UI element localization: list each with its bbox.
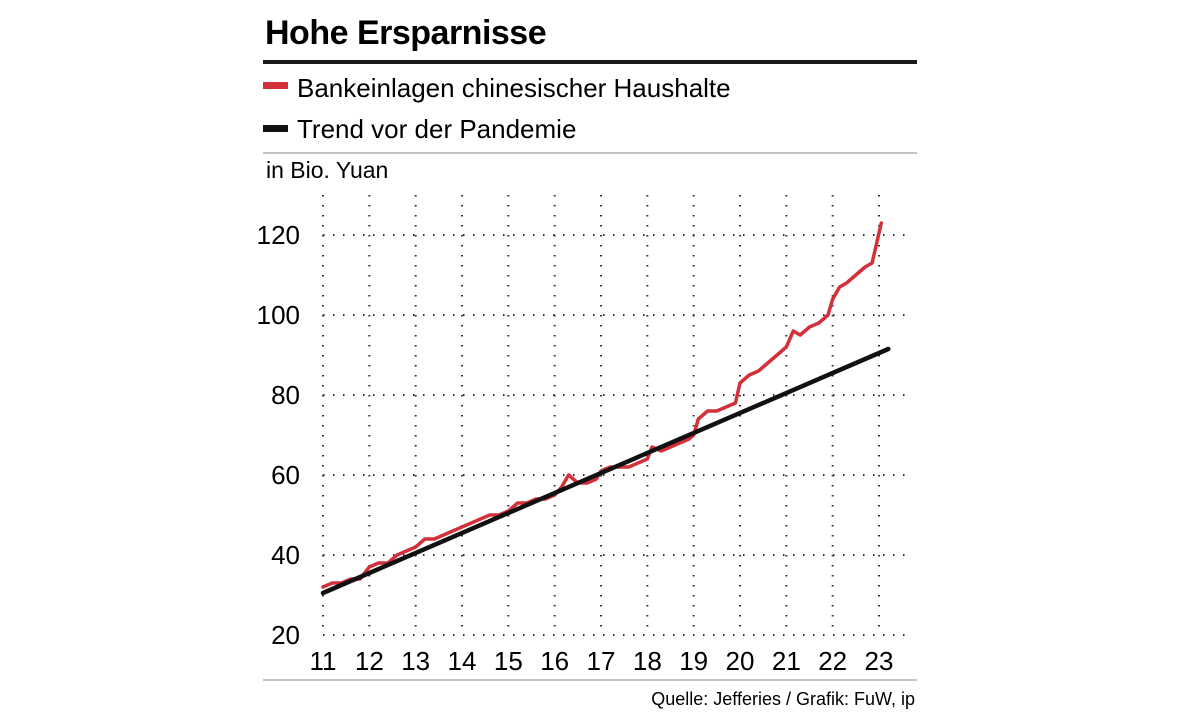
y-tick-label-100: 100	[257, 300, 300, 330]
x-tick-label-14: 14	[448, 646, 477, 676]
legend-label-trend: Trend vor der Pandemie	[297, 114, 576, 144]
y-axis-unit-label: in Bio. Yuan	[266, 157, 388, 183]
y-tick-labels: 20 40 60 80 100 120	[257, 220, 300, 650]
source-credit: Quelle: Jefferies / Grafik: FuW, ip	[651, 689, 915, 709]
legend-swatch-trend	[263, 125, 288, 132]
x-tick-label-22: 22	[818, 646, 847, 676]
x-tick-label-16: 16	[540, 646, 569, 676]
x-tick-label-23: 23	[865, 646, 894, 676]
x-tick-label-13: 13	[401, 646, 430, 676]
x-tick-label-11: 11	[310, 646, 337, 676]
legend-swatch-deposits	[263, 82, 288, 89]
grid-layer	[322, 195, 913, 636]
series-line-pre-pandemic-trend	[320, 346, 891, 596]
x-tick-label-17: 17	[587, 646, 616, 676]
y-tick-label-20: 20	[271, 620, 300, 650]
x-tick-label-15: 15	[494, 646, 523, 676]
x-tick-label-19: 19	[679, 646, 708, 676]
y-tick-label-60: 60	[271, 460, 300, 490]
x-tick-label-20: 20	[726, 646, 755, 676]
y-tick-label-120: 120	[257, 220, 300, 250]
series-layer	[320, 221, 891, 596]
x-tick-labels: 11 12 13 14 15 16 17 18 19 20 21 22 23	[310, 646, 894, 676]
x-tick-label-21: 21	[772, 646, 801, 676]
y-tick-label-80: 80	[271, 380, 300, 410]
x-tick-label-12: 12	[355, 646, 384, 676]
legend-label-deposits: Bankeinlagen chinesischer Haushalte	[297, 73, 731, 103]
x-tick-label-18: 18	[633, 646, 662, 676]
series-line-deposits	[321, 221, 884, 589]
y-tick-label-40: 40	[271, 540, 300, 570]
chart-title: Hohe Ersparnisse	[265, 14, 546, 52]
